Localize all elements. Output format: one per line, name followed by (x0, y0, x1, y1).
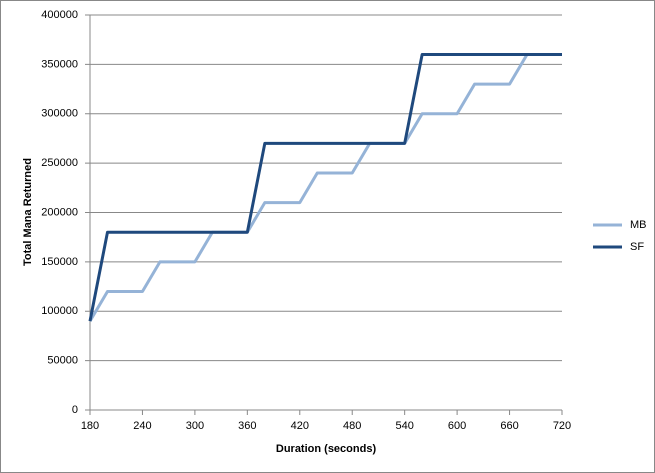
x-tick-label: 240 (133, 420, 151, 432)
x-tick-label: 420 (291, 420, 309, 432)
x-tick-label: 360 (238, 420, 256, 432)
y-tick-label: 300000 (41, 108, 78, 120)
y-tick-label: 0 (72, 404, 78, 416)
y-tick-label: 350000 (41, 58, 78, 70)
x-tick-label: 660 (500, 420, 518, 432)
x-tick-label: 480 (343, 420, 361, 432)
x-tick-label: 180 (81, 420, 99, 432)
y-axis-title: Total Mana Returned (22, 158, 34, 266)
x-tick-label: 300 (186, 420, 204, 432)
y-tick-label: 250000 (41, 157, 78, 169)
series-line (88, 53, 562, 322)
x-tick-label: 540 (395, 420, 413, 432)
legend-label: SF (630, 241, 644, 253)
x-tick-label: 600 (448, 420, 466, 432)
x-tick-label: 720 (553, 420, 571, 432)
y-tick-label: 50000 (47, 355, 78, 367)
x-axis-title: Duration (seconds) (276, 443, 377, 455)
y-tick-label: 100000 (41, 305, 78, 317)
y-tick-label: 150000 (41, 256, 78, 268)
y-tick-label: 200000 (41, 206, 78, 218)
series-line (88, 53, 562, 322)
y-tick-label: 400000 (41, 9, 78, 21)
legend-label: MB (630, 219, 647, 231)
